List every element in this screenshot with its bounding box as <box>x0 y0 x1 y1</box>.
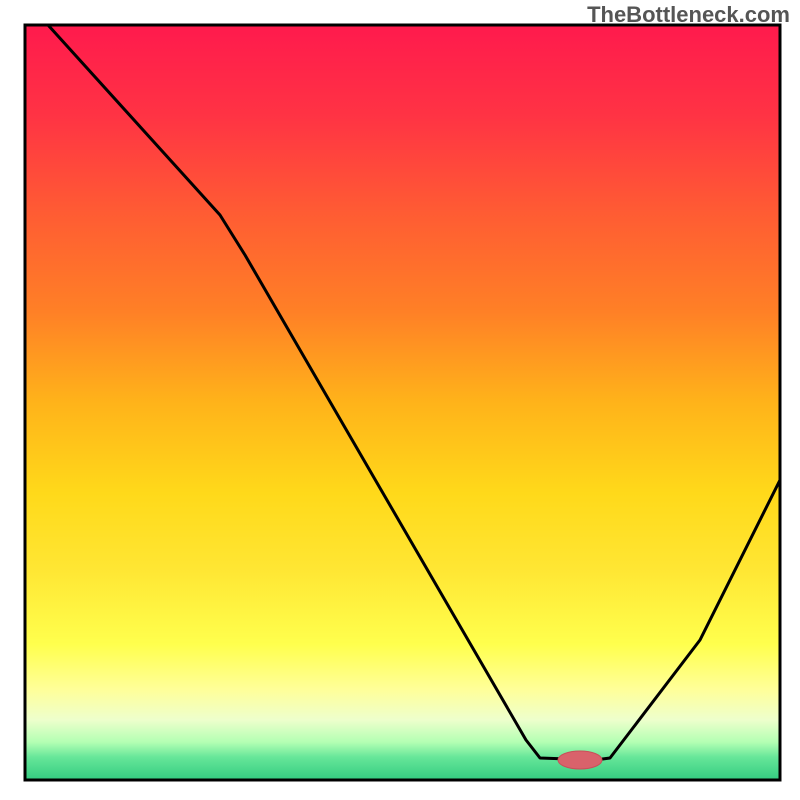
watermark-text: TheBottleneck.com <box>587 2 790 28</box>
chart-background <box>25 25 780 780</box>
chart-svg <box>0 0 800 800</box>
bottleneck-chart: TheBottleneck.com <box>0 0 800 800</box>
optimal-marker <box>558 751 602 769</box>
